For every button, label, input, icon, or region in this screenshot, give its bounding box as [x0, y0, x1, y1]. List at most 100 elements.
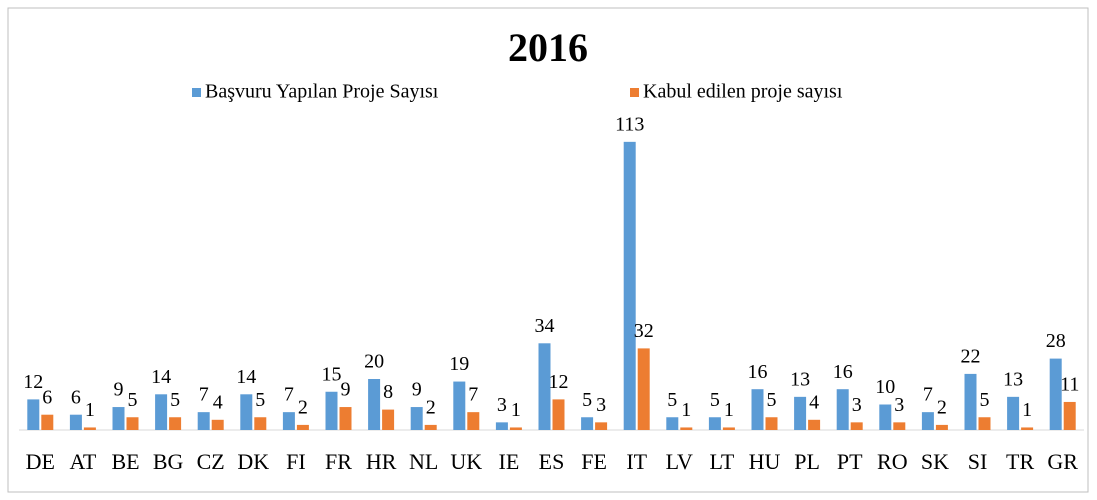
- bar: [708, 417, 721, 430]
- bar: [240, 394, 253, 430]
- x-tick-label: AT: [69, 449, 96, 474]
- bar: [282, 412, 295, 430]
- x-tick-label: CZ: [197, 449, 225, 474]
- data-label: 113: [615, 113, 644, 135]
- x-tick-label: IE: [499, 449, 520, 474]
- x-tick-label: RO: [877, 449, 908, 474]
- data-label: 20: [364, 351, 384, 373]
- bar: [211, 419, 224, 430]
- data-label: 19: [449, 353, 469, 375]
- data-label: 3: [852, 394, 862, 416]
- bar: [339, 407, 352, 430]
- data-label: 13: [1003, 368, 1023, 390]
- data-label: 3: [894, 394, 904, 416]
- legend-label: Başvuru Yapılan Proje Sayısı: [205, 81, 439, 103]
- data-label: 5: [128, 389, 138, 411]
- data-label: 1: [1022, 399, 1032, 421]
- bar: [680, 427, 693, 430]
- data-label: 8: [383, 381, 393, 403]
- bar: [964, 373, 977, 430]
- bar: [850, 422, 863, 430]
- data-label: 1: [724, 399, 734, 421]
- x-tick-label: BG: [153, 449, 184, 474]
- bar: [83, 427, 96, 430]
- data-label: 1: [85, 399, 95, 421]
- data-label: 2: [937, 396, 947, 418]
- x-tick-label: PT: [837, 449, 863, 474]
- data-label: 7: [199, 384, 209, 406]
- bar: [467, 412, 480, 430]
- bar: [453, 381, 466, 430]
- x-tick-label: FR: [325, 449, 352, 474]
- bar: [1063, 401, 1076, 430]
- bar: [155, 394, 168, 430]
- bar: [509, 427, 522, 430]
- data-label: 14: [151, 366, 171, 388]
- x-tick-label: LT: [709, 449, 734, 474]
- data-label: 22: [961, 345, 981, 367]
- chart-title: 2016: [508, 25, 588, 70]
- x-tick-label: DE: [26, 449, 55, 474]
- bar: [27, 399, 40, 430]
- data-label: 5: [255, 389, 265, 411]
- bar: [126, 417, 139, 430]
- x-tick-label: FI: [286, 449, 306, 474]
- bar: [296, 424, 309, 430]
- bar: [69, 414, 82, 430]
- bar: [935, 424, 948, 430]
- bar: [921, 412, 934, 430]
- data-label: 4: [809, 391, 819, 413]
- data-label: 32: [634, 320, 654, 342]
- data-label: 3: [497, 394, 507, 416]
- data-label: 5: [582, 389, 592, 411]
- data-label: 12: [23, 371, 43, 393]
- bar: [495, 422, 508, 430]
- x-tick-label: DK: [237, 449, 269, 474]
- legend-swatch: [192, 88, 201, 97]
- x-tick-label: TR: [1006, 449, 1034, 474]
- data-label: 2: [298, 396, 308, 418]
- data-label: 5: [170, 389, 180, 411]
- data-label: 7: [923, 384, 933, 406]
- bar: [666, 417, 679, 430]
- bar: [538, 343, 551, 430]
- data-label: 2: [426, 396, 436, 418]
- data-label: 9: [412, 379, 422, 401]
- x-tick-label: ES: [539, 449, 565, 474]
- bar: [1007, 396, 1020, 430]
- bar: [254, 417, 267, 430]
- data-label: 10: [875, 376, 895, 398]
- x-tick-label: NL: [409, 449, 438, 474]
- data-label: 28: [1046, 330, 1066, 352]
- bar: [112, 407, 125, 430]
- bar: [765, 417, 778, 430]
- data-label: 13: [790, 368, 810, 390]
- x-tick-label: IT: [626, 449, 647, 474]
- data-label: 6: [71, 386, 81, 408]
- bar: [623, 141, 636, 430]
- x-tick-label: HR: [366, 449, 397, 474]
- data-label: 6: [42, 386, 52, 408]
- bar: [978, 417, 991, 430]
- bar: [794, 396, 807, 430]
- bar: [595, 422, 608, 430]
- x-tick-label: HU: [749, 449, 781, 474]
- data-label: 12: [549, 371, 569, 393]
- legend-swatch: [630, 88, 639, 97]
- data-label: 16: [833, 361, 853, 383]
- bar: [836, 389, 849, 430]
- data-label: 1: [511, 399, 521, 421]
- bar: [368, 379, 381, 430]
- x-tick-label: SK: [921, 449, 949, 474]
- bar: [410, 407, 423, 430]
- data-label: 4: [213, 391, 223, 413]
- x-tick-label: GR: [1047, 449, 1078, 474]
- data-label: 5: [667, 389, 677, 411]
- data-label: 15: [322, 363, 342, 385]
- x-tick-label: BE: [111, 449, 139, 474]
- data-label: 34: [535, 315, 555, 337]
- x-tick-label: SI: [968, 449, 988, 474]
- bar: [722, 427, 735, 430]
- bar: [169, 417, 182, 430]
- data-label: 5: [710, 389, 720, 411]
